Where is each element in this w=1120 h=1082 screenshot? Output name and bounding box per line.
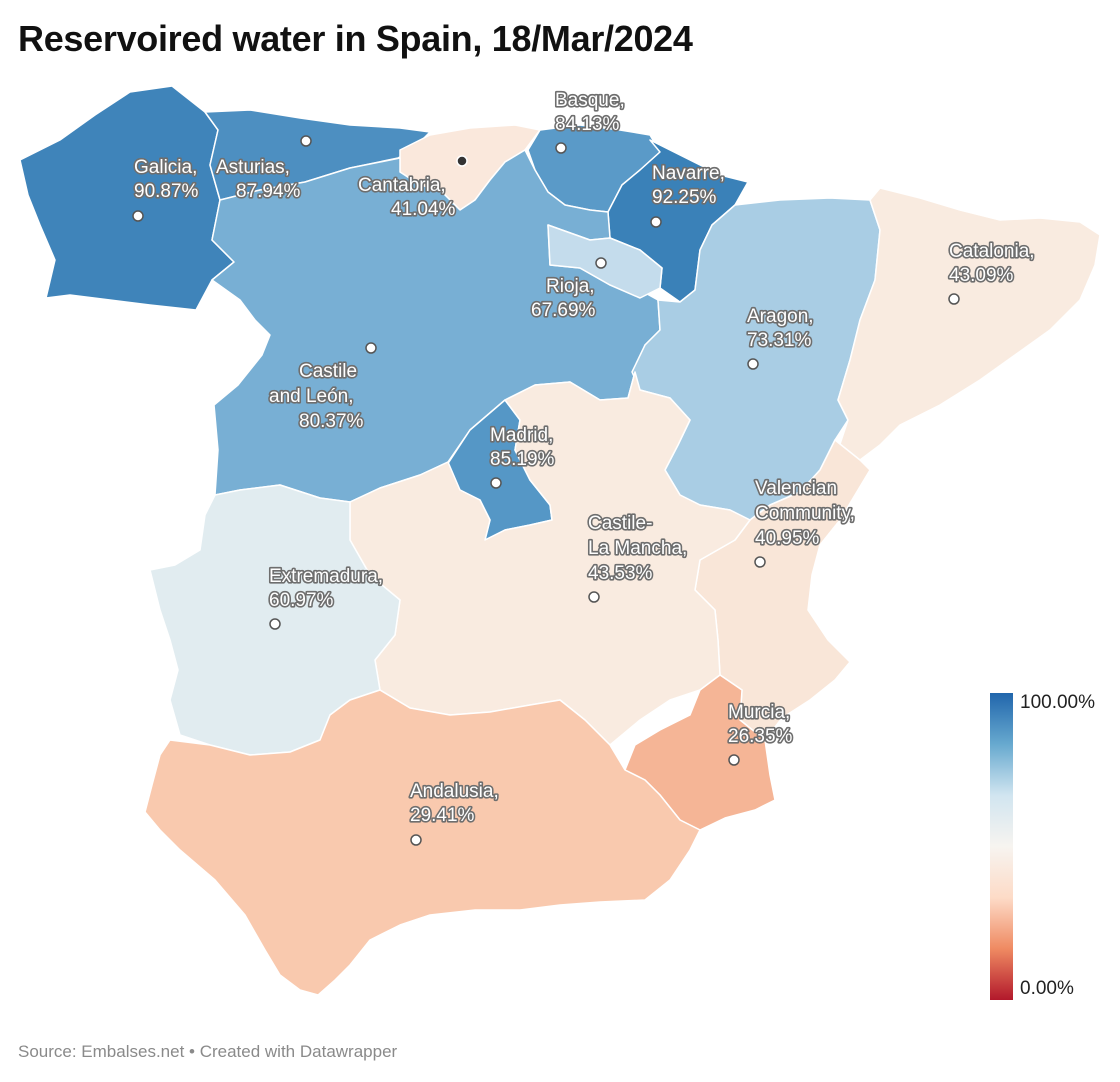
label-castile-mancha-line1: Castile- [588,513,652,534]
label-extremadura-value: 60.97% [269,590,334,611]
label-castile-leon-value: 80.37% [299,411,364,432]
region-galicia[interactable] [20,86,234,310]
label-valencia-value: 40.95% [755,528,820,549]
label-cantabria-value: 41.04% [391,199,456,220]
marker-andalusia[interactable] [411,835,421,845]
label-navarre-name: Navarre, [652,163,725,184]
label-murcia-name: Murcia, [728,702,790,723]
label-madrid-value: 85.19% [490,449,555,470]
marker-valencia[interactable] [755,557,765,567]
marker-navarre[interactable] [651,217,661,227]
label-basque-name: Basque, [555,90,625,111]
label-castile-leon-line2: and León, [269,386,354,407]
marker-galicia[interactable] [133,211,143,221]
label-madrid-name: Madrid, [490,425,553,446]
legend-color-scale [990,693,1013,1000]
label-valencia-line1: Valencian [755,478,837,499]
label-catalonia-name: Catalonia, [949,241,1035,262]
label-rioja-name: Rioja, [546,276,595,297]
marker-castile-mancha[interactable] [589,592,599,602]
marker-catalonia[interactable] [949,294,959,304]
label-aragon-value: 73.31% [747,330,812,351]
label-catalonia-value: 43.09% [949,265,1014,286]
label-cantabria-name: Cantabria, [358,175,446,196]
label-galicia-name: Galicia, [134,157,197,178]
label-castile-mancha-line2: La Mancha, [588,538,687,559]
marker-murcia[interactable] [729,755,739,765]
marker-castile-leon[interactable] [366,343,376,353]
marker-extremadura[interactable] [270,619,280,629]
marker-rioja[interactable] [596,258,606,268]
label-castile-mancha-value: 43.53% [588,563,653,584]
label-basque-value: 84.13% [555,114,620,135]
legend-max-label: 100.00% [1020,692,1095,714]
spain-map: Galicia, 90.87% Asturias, 87.94% Cantabr… [0,0,1120,1082]
label-asturias-value: 87.94% [236,181,301,202]
label-aragon-name: Aragon, [747,306,814,327]
marker-asturias[interactable] [301,136,311,146]
label-galicia-value: 90.87% [134,181,199,202]
label-extremadura-name: Extremadura, [269,566,383,587]
label-rioja-value: 67.69% [531,300,596,321]
label-castile-leon-line1: Castile [299,361,357,382]
legend-min-label: 0.00% [1020,978,1074,1000]
label-basque: Basque, 84.13% [555,90,630,135]
marker-basque[interactable] [556,143,566,153]
label-murcia-value: 26.35% [728,726,793,747]
marker-cantabria[interactable] [457,156,467,166]
marker-madrid[interactable] [491,478,501,488]
label-asturias-name: Asturias, [216,157,290,178]
label-navarre-value: 92.25% [652,187,717,208]
region-shapes [20,86,1100,995]
label-andalusia-value: 29.41% [410,805,475,826]
source-note: Source: Embalses.net • Created with Data… [18,1042,397,1062]
label-andalusia-name: Andalusia, [410,781,499,802]
label-valencia-line2: Community, [755,503,855,524]
marker-aragon[interactable] [748,359,758,369]
